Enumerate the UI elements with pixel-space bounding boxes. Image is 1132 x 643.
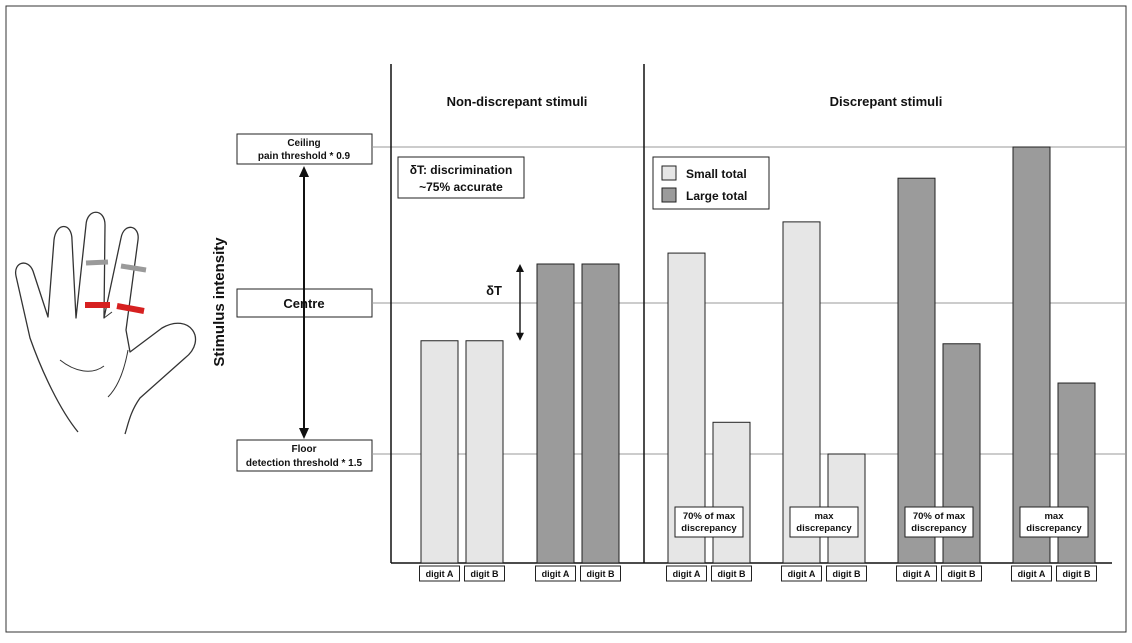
x-tick-labels: digit A digit B digit A digit B digit A digit…	[419, 565, 1097, 582]
delta-t-box: δT: discrimination ~75% accurate	[397, 156, 525, 199]
x-tick-label: digit A	[903, 569, 931, 579]
x-tick-label-box	[1056, 565, 1097, 582]
discrepancy-note-text: discrepancy	[1026, 523, 1082, 534]
x-tick-label-box	[1011, 565, 1052, 582]
x-tick-label: digit B	[471, 569, 499, 579]
ceiling-sublabel: pain threshold * 0.9	[258, 151, 351, 162]
discrepancy-note-box	[1019, 506, 1089, 538]
delta-t-box-line2: ~75% accurate	[419, 180, 503, 194]
delta-t-arrowhead-up	[516, 264, 524, 272]
x-tick-label: digit B	[718, 569, 746, 579]
discrepancy-note-text: 70% of max	[913, 511, 966, 522]
figure-border	[5, 5, 1127, 633]
discrepant-title: Discrepant stimuli	[830, 94, 943, 109]
x-tick-label: digit A	[542, 569, 570, 579]
delta-t-label: δT	[486, 283, 502, 298]
floor-sublabel: detection threshold * 1.5	[246, 458, 363, 469]
panel-axes	[390, 64, 1112, 564]
x-tick-label: digit B	[948, 569, 976, 579]
delta-t-arrowhead-down	[516, 332, 524, 341]
discrepancy-note-text: max	[814, 511, 834, 522]
bar-small-total-digit-a	[782, 221, 821, 564]
x-tick-label: digit A	[673, 569, 701, 579]
x-tick-label-box	[464, 565, 505, 582]
bar-small-total-digit-a	[420, 340, 459, 564]
x-tick-label-box	[941, 565, 982, 582]
hand-illustration	[15, 211, 197, 435]
red-ring-digit-b	[116, 303, 145, 314]
x-tick-label-box	[826, 565, 867, 582]
discrepancy-note-text: discrepancy	[911, 523, 967, 534]
x-tick-label-box	[580, 565, 621, 582]
x-tick-label: digit A	[426, 569, 454, 579]
delta-t-marker: δT	[486, 264, 524, 341]
x-tick-label-box	[666, 565, 707, 582]
discrepancy-note-text: discrepancy	[681, 523, 737, 534]
range-double-arrow	[299, 166, 309, 439]
x-tick-label: digit A	[788, 569, 816, 579]
legend-small-swatch	[661, 165, 677, 181]
legend-large-label: Large total	[686, 189, 747, 203]
floor-box: Floor detection threshold * 1.5	[236, 439, 373, 472]
hand-crease	[59, 359, 105, 372]
bars-layer	[420, 146, 1096, 564]
finger-gap-line	[103, 311, 113, 319]
x-tick-label-box	[711, 565, 752, 582]
y-axis-label: Stimulus intensity	[211, 237, 228, 367]
discrepancy-note-text: 70% of max	[683, 511, 736, 522]
finger-rings	[85, 259, 147, 314]
discrepancy-note-text: discrepancy	[796, 523, 852, 534]
x-tick-label-box	[896, 565, 937, 582]
ceiling-box: Ceiling pain threshold * 0.9	[236, 133, 373, 165]
legend-small-label: Small total	[686, 167, 747, 181]
x-tick-label: digit A	[1018, 569, 1046, 579]
bar-large-total-digit-a	[536, 263, 575, 564]
floor-label: Floor	[292, 444, 317, 455]
discrepancy-note-box	[674, 506, 744, 538]
x-tick-label-box	[419, 565, 460, 582]
grey-ring-digit-b	[120, 263, 147, 273]
discrepancy-note-box	[789, 506, 859, 538]
x-tick-label: digit B	[1063, 569, 1091, 579]
legend: Small total Large total	[652, 156, 770, 210]
delta-t-box-line1: δT: discrimination	[410, 163, 513, 177]
ceiling-label: Ceiling	[287, 138, 320, 149]
discrepancy-note-text: max	[1044, 511, 1064, 522]
hand-crease	[107, 349, 129, 398]
bar-large-total-digit-b	[581, 263, 620, 564]
bar-large-total-digit-a	[1012, 146, 1051, 564]
x-tick-label: digit B	[833, 569, 861, 579]
hand-outline	[15, 211, 197, 435]
bar-small-total-digit-b	[712, 421, 751, 564]
non-discrepant-title: Non-discrepant stimuli	[447, 94, 588, 109]
bar-small-total-digit-b	[465, 340, 504, 564]
discrepancy-note-box	[904, 506, 974, 538]
x-tick-label: digit B	[587, 569, 615, 579]
x-tick-label-box	[535, 565, 576, 582]
x-tick-label-box	[781, 565, 822, 582]
bar-large-total-digit-a	[897, 177, 936, 564]
legend-large-swatch	[661, 187, 677, 203]
grey-ring-digit-a	[85, 259, 109, 266]
